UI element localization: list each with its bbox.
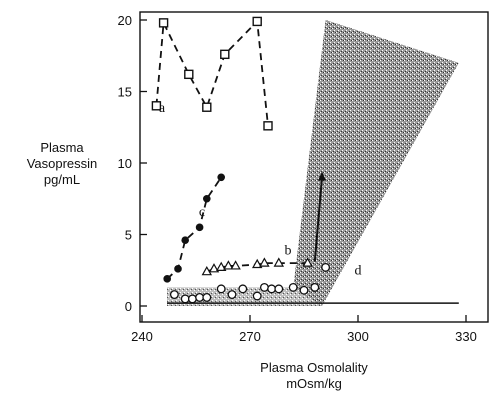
- series-d-point: [299, 285, 309, 295]
- y-tick-label: 20: [118, 13, 132, 28]
- series-c-point: [195, 223, 204, 232]
- series-c-point: [163, 275, 171, 283]
- series-a-point: [202, 102, 212, 112]
- series-a-point: [158, 18, 169, 28]
- series-b-point: [302, 257, 313, 267]
- series-c-line: [166, 176, 222, 280]
- series-c-point: [174, 265, 182, 273]
- data-series: [151, 16, 331, 304]
- series-d-point: [195, 292, 205, 302]
- x-axis-title: Plasma Osmolality: [260, 360, 368, 375]
- series-d-point: [267, 284, 277, 294]
- series-d-point: [288, 282, 298, 292]
- series-d-arrow-shaft: [313, 177, 323, 262]
- series-d-point: [310, 282, 320, 292]
- series-a-point: [263, 121, 273, 131]
- series-b-point: [223, 260, 234, 270]
- series-label-c: c: [199, 205, 205, 220]
- series-d-point: [259, 282, 269, 292]
- series-label-a: a: [159, 101, 166, 116]
- axis-ticks: [140, 19, 467, 322]
- series-b-point: [201, 265, 213, 276]
- series-a-point: [252, 16, 262, 27]
- series-b-point: [230, 260, 241, 270]
- series-c-point: [217, 173, 225, 182]
- series-c-point: [203, 194, 211, 203]
- normal-range-wedge: [293, 20, 459, 306]
- y-tick-label: 0: [125, 299, 132, 314]
- series-b-point: [273, 257, 285, 267]
- series-d-point: [187, 294, 197, 304]
- y-axis-title-line: Plasma: [40, 140, 84, 155]
- series-b-point: [208, 263, 220, 273]
- y-tick-label: 15: [118, 85, 132, 100]
- series-a-point: [184, 69, 194, 80]
- series-label-b: b: [285, 244, 292, 259]
- series-d-point: [238, 284, 248, 294]
- series-b-point: [251, 258, 263, 269]
- series-b: [201, 257, 313, 276]
- y-axis-title-line: pg/mL: [44, 172, 80, 187]
- series-c-point: [181, 236, 189, 245]
- series-d-point: [216, 284, 226, 294]
- series-label-d: d: [355, 264, 362, 279]
- series-a-point: [220, 49, 230, 60]
- series-b-point: [259, 257, 270, 267]
- series-d: [169, 171, 331, 304]
- chart-text: 0 5 10 15 20 240 270 300 330 Plasma OsmolalitymOs…: [27, 13, 477, 391]
- series-d-point: [321, 262, 331, 272]
- plot-border: [139, 11, 489, 323]
- y-axis-title-line: Vasopressin: [27, 156, 98, 171]
- series-c: [163, 173, 225, 283]
- series-a: [151, 16, 273, 131]
- series-d-point: [169, 290, 179, 300]
- y-tick-label: 5: [125, 228, 132, 243]
- series-d-point: [227, 290, 237, 300]
- y-tick-label: 10: [118, 156, 132, 171]
- series-d-point: [180, 294, 190, 304]
- x-tick-label: 330: [455, 329, 477, 344]
- x-axis-units: mOsm/kg: [286, 376, 342, 391]
- plot-frame: [139, 11, 489, 323]
- series-d-point: [252, 291, 262, 301]
- series-d-point: [274, 284, 284, 294]
- series-a-point: [151, 101, 162, 111]
- series-d-point: [202, 292, 212, 302]
- x-tick-label: 240: [131, 329, 153, 344]
- series-d-arrow-head: [318, 171, 326, 181]
- x-tick-label: 270: [239, 329, 261, 344]
- x-tick-label: 300: [347, 329, 369, 344]
- normal-range-shading: [167, 20, 459, 306]
- series-b-point: [215, 261, 227, 271]
- series-a-line: [155, 19, 269, 126]
